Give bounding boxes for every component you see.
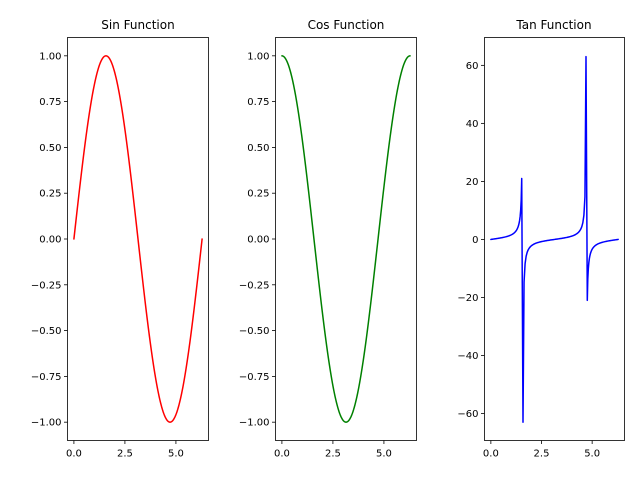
y-tick-label: −1.00 xyxy=(31,418,62,429)
y-tick-label: 40 xyxy=(466,119,479,130)
x-tick-label: 5.0 xyxy=(168,449,184,460)
y-tick-label: 20 xyxy=(466,177,479,188)
axes-frame xyxy=(67,37,209,441)
y-tick-label: −40 xyxy=(457,351,478,362)
y-tick-label: 1.00 xyxy=(247,51,269,62)
axes-frame xyxy=(275,37,417,441)
y-tick-label: 0.50 xyxy=(39,143,61,154)
x-tick-label: 5.0 xyxy=(584,449,600,460)
y-tick-label: −0.25 xyxy=(31,280,62,291)
y-tick-label: −0.50 xyxy=(239,326,270,337)
y-tick-label: 0.25 xyxy=(39,189,61,200)
subplot-title: Cos Function xyxy=(308,18,385,32)
subplot-title: Tan Function xyxy=(515,18,591,32)
cos-series-line xyxy=(281,55,411,423)
y-tick-label: 0.00 xyxy=(39,235,61,246)
x-tick-label: 2.5 xyxy=(117,449,133,460)
y-tick-label: −60 xyxy=(457,409,478,420)
x-tick-label: 2.5 xyxy=(534,449,550,460)
y-tick-label: 60 xyxy=(466,61,479,72)
x-tick-label: 5.0 xyxy=(376,449,392,460)
tan-series-line xyxy=(490,55,619,423)
x-tick-label: 0.0 xyxy=(483,449,499,460)
axis-ticks: 0.0 2.5 5.0 60 40 20 0 −20 −40 −60 xyxy=(457,61,600,460)
axis-ticks: 0.0 2.5 5.0 1.00 0.75 0.50 0.25 0.00 −0.25 −0.50 −… xyxy=(31,51,184,459)
x-tick-label: 0.0 xyxy=(274,449,290,460)
subplot-cos: Cos Function 0.0 2.5 5.01.000.750.500.250.… xyxy=(239,18,417,460)
x-tick-label: 2.5 xyxy=(325,449,341,460)
y-tick-label: 0.75 xyxy=(39,97,61,108)
axis-ticks: 0.0 2.5 5.0 1.00 0.75 0.50 0.25 0.00 −0.25 −0.50 −… xyxy=(239,51,392,459)
y-tick-label: 0.25 xyxy=(247,189,269,200)
subplot-tan: Tan Function 0.0 2.5 5.0 60 40 20 0 −20 −40 −60 xyxy=(457,18,625,460)
y-tick-label: −0.50 xyxy=(31,326,62,337)
y-tick-label: 0.50 xyxy=(247,143,269,154)
y-tick-label: −1.00 xyxy=(239,418,270,429)
y-tick-label: 0.00 xyxy=(247,235,269,246)
axes-frame xyxy=(484,37,625,441)
y-tick-label: −20 xyxy=(457,293,478,304)
subplot-sin: Sin Function 0.0 2.5 5.01.000.750.500.250.… xyxy=(31,18,209,460)
y-tick-label: −0.25 xyxy=(239,280,270,291)
x-tick-label: 0.0 xyxy=(66,449,82,460)
y-tick-label: −0.75 xyxy=(31,372,62,383)
y-tick-label: 1.00 xyxy=(39,51,61,62)
sin-series-line xyxy=(73,55,203,423)
subplot-title: Sin Function xyxy=(101,18,174,32)
y-tick-label: 0 xyxy=(472,235,478,246)
y-tick-label: −0.75 xyxy=(239,372,270,383)
y-tick-label: 0.75 xyxy=(247,97,269,108)
